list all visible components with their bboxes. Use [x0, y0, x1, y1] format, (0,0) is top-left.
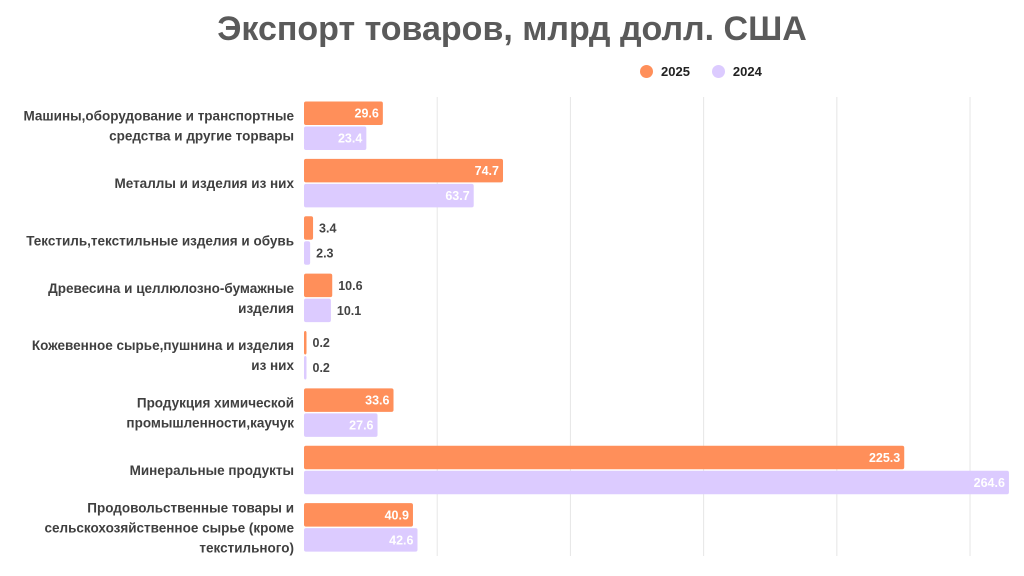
- category-label: Минеральные продукты: [130, 463, 294, 478]
- category-label: Продовольственные товары и сельскохозяйст…: [45, 500, 295, 555]
- bar-2024: [304, 241, 311, 265]
- bar-2025: [304, 330, 307, 355]
- data-label-2025: 225.3: [869, 451, 900, 465]
- bar-2025: [304, 388, 394, 412]
- data-label-2024: 63.7: [445, 189, 469, 203]
- category-label: Машины,оборудование и транспортные средст…: [24, 109, 295, 144]
- data-label-2025: 0.2: [313, 336, 330, 350]
- data-label-2024: 23.4: [338, 132, 362, 146]
- bar-2025: [304, 503, 413, 527]
- legend-item-2025: 2025: [640, 64, 690, 79]
- legend-item-2024: 2024: [711, 64, 762, 79]
- category-label: Кожевенное сырье,пушнина и изделия из них: [32, 338, 295, 373]
- bar-2024: [304, 298, 331, 323]
- bar-2024: [304, 183, 474, 208]
- bar-2024: [304, 470, 1009, 495]
- bar-2024: [304, 528, 418, 552]
- bar-2025: [304, 445, 905, 470]
- data-label-2025: 29.6: [355, 107, 379, 121]
- data-label-2024: 27.6: [349, 419, 373, 433]
- legend: 2025 2024: [640, 64, 784, 79]
- data-label-2024: 10.1: [337, 304, 361, 318]
- legend-label-2024: 2024: [732, 64, 762, 79]
- data-label-2025: 10.6: [338, 279, 362, 293]
- data-label-2024: 0.2: [313, 361, 330, 375]
- bar-2024: [304, 413, 378, 437]
- bar-2024: [304, 126, 367, 150]
- data-label-2024: 2.3: [316, 246, 333, 260]
- data-label-2024: 264.6: [974, 476, 1005, 490]
- bar-2025: [304, 101, 383, 125]
- data-label-2025: 40.9: [385, 508, 409, 522]
- data-label-2025: 33.6: [365, 394, 389, 408]
- legend-label-2025: 2025: [661, 64, 690, 79]
- category-label: Металлы и изделия из них: [115, 176, 295, 191]
- category-label: Продукция химической промышленности,каучу…: [126, 396, 294, 431]
- bar-2025: [304, 158, 504, 183]
- data-label-2025: 3.4: [319, 221, 336, 235]
- legend-marker-2025: [640, 65, 653, 78]
- category-label: Древесина и целлюлозно-бумажные изделия: [48, 281, 294, 316]
- legend-marker-2024: [711, 65, 725, 78]
- chart-title: Экспорт товаров, млрд долл. США: [217, 10, 807, 48]
- data-label-2025: 74.7: [475, 164, 499, 178]
- data-label-2024: 42.6: [389, 533, 413, 547]
- category-label: Текстиль,текстильные изделия и обувь: [26, 233, 294, 248]
- bar-2024: [304, 355, 307, 380]
- bar-2025: [304, 273, 333, 298]
- bar-2025: [304, 216, 314, 240]
